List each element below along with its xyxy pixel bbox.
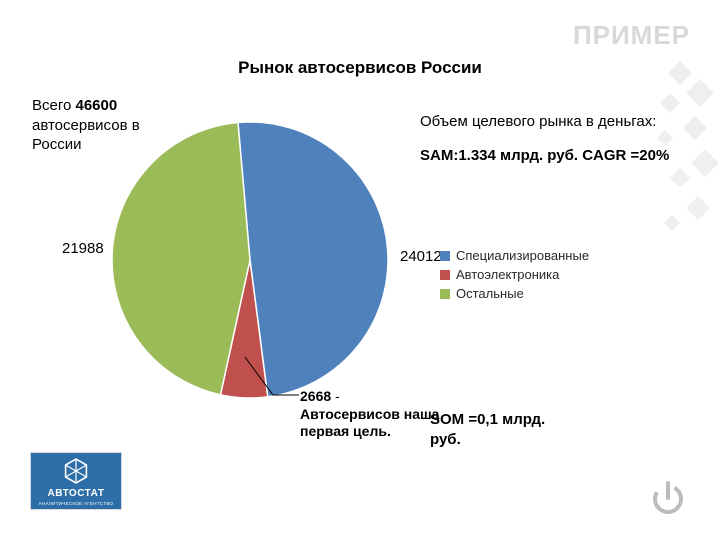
legend-swatch-2 [440,289,450,299]
chart-title: Рынок автосервисов России [0,58,720,78]
legend-item-1: Автоэлектроника [440,267,589,282]
callout-rest: Автосервисов наша первая цель. [300,406,439,440]
logo-hex-icon [61,456,91,486]
pie-value-0: 24012 [400,248,442,265]
legend-label-0: Специализированные [456,248,589,263]
pie-value-2: 21988 [62,240,104,257]
legend-item-2: Остальные [440,286,589,301]
callout-dash: - [331,388,340,404]
callout-number: 2668 [300,388,331,404]
legend-item-0: Специализированные [440,248,589,263]
watermark-text: ПРИМЕР [573,20,690,51]
power-icon [648,478,688,518]
total-count-prefix: Всего [32,97,76,114]
sam-value: 1.334 млрд. руб. [458,147,578,164]
market-volume-label: Объем целевого рынка в деньгах: [420,112,670,132]
sam-label: SAM: [420,147,458,164]
total-count-number: 46600 [76,97,118,114]
legend: Специализированные Автоэлектроника Остал… [440,248,589,305]
logo-subtitle: АНАЛИТИЧЕСКОЕ АГЕНТСТВО [39,501,114,506]
autostat-logo: АВТОСТАТ АНАЛИТИЧЕСКОЕ АГЕНТСТВО [30,452,122,510]
pie-chart [110,120,390,400]
cagr-value: CAGR =20% [582,147,669,164]
legend-label-2: Остальные [456,286,524,301]
logo-title: АВТОСТАТ [48,488,105,499]
legend-label-1: Автоэлектроника [456,267,559,282]
legend-swatch-1 [440,270,450,280]
legend-swatch-0 [440,251,450,261]
sam-line: SAM:1.334 млрд. руб. CAGR =20% [420,146,670,166]
som-text: SOM =0,1 млрд. руб. [430,410,570,449]
market-volume-block: Объем целевого рынка в деньгах: SAM:1.33… [420,112,670,167]
